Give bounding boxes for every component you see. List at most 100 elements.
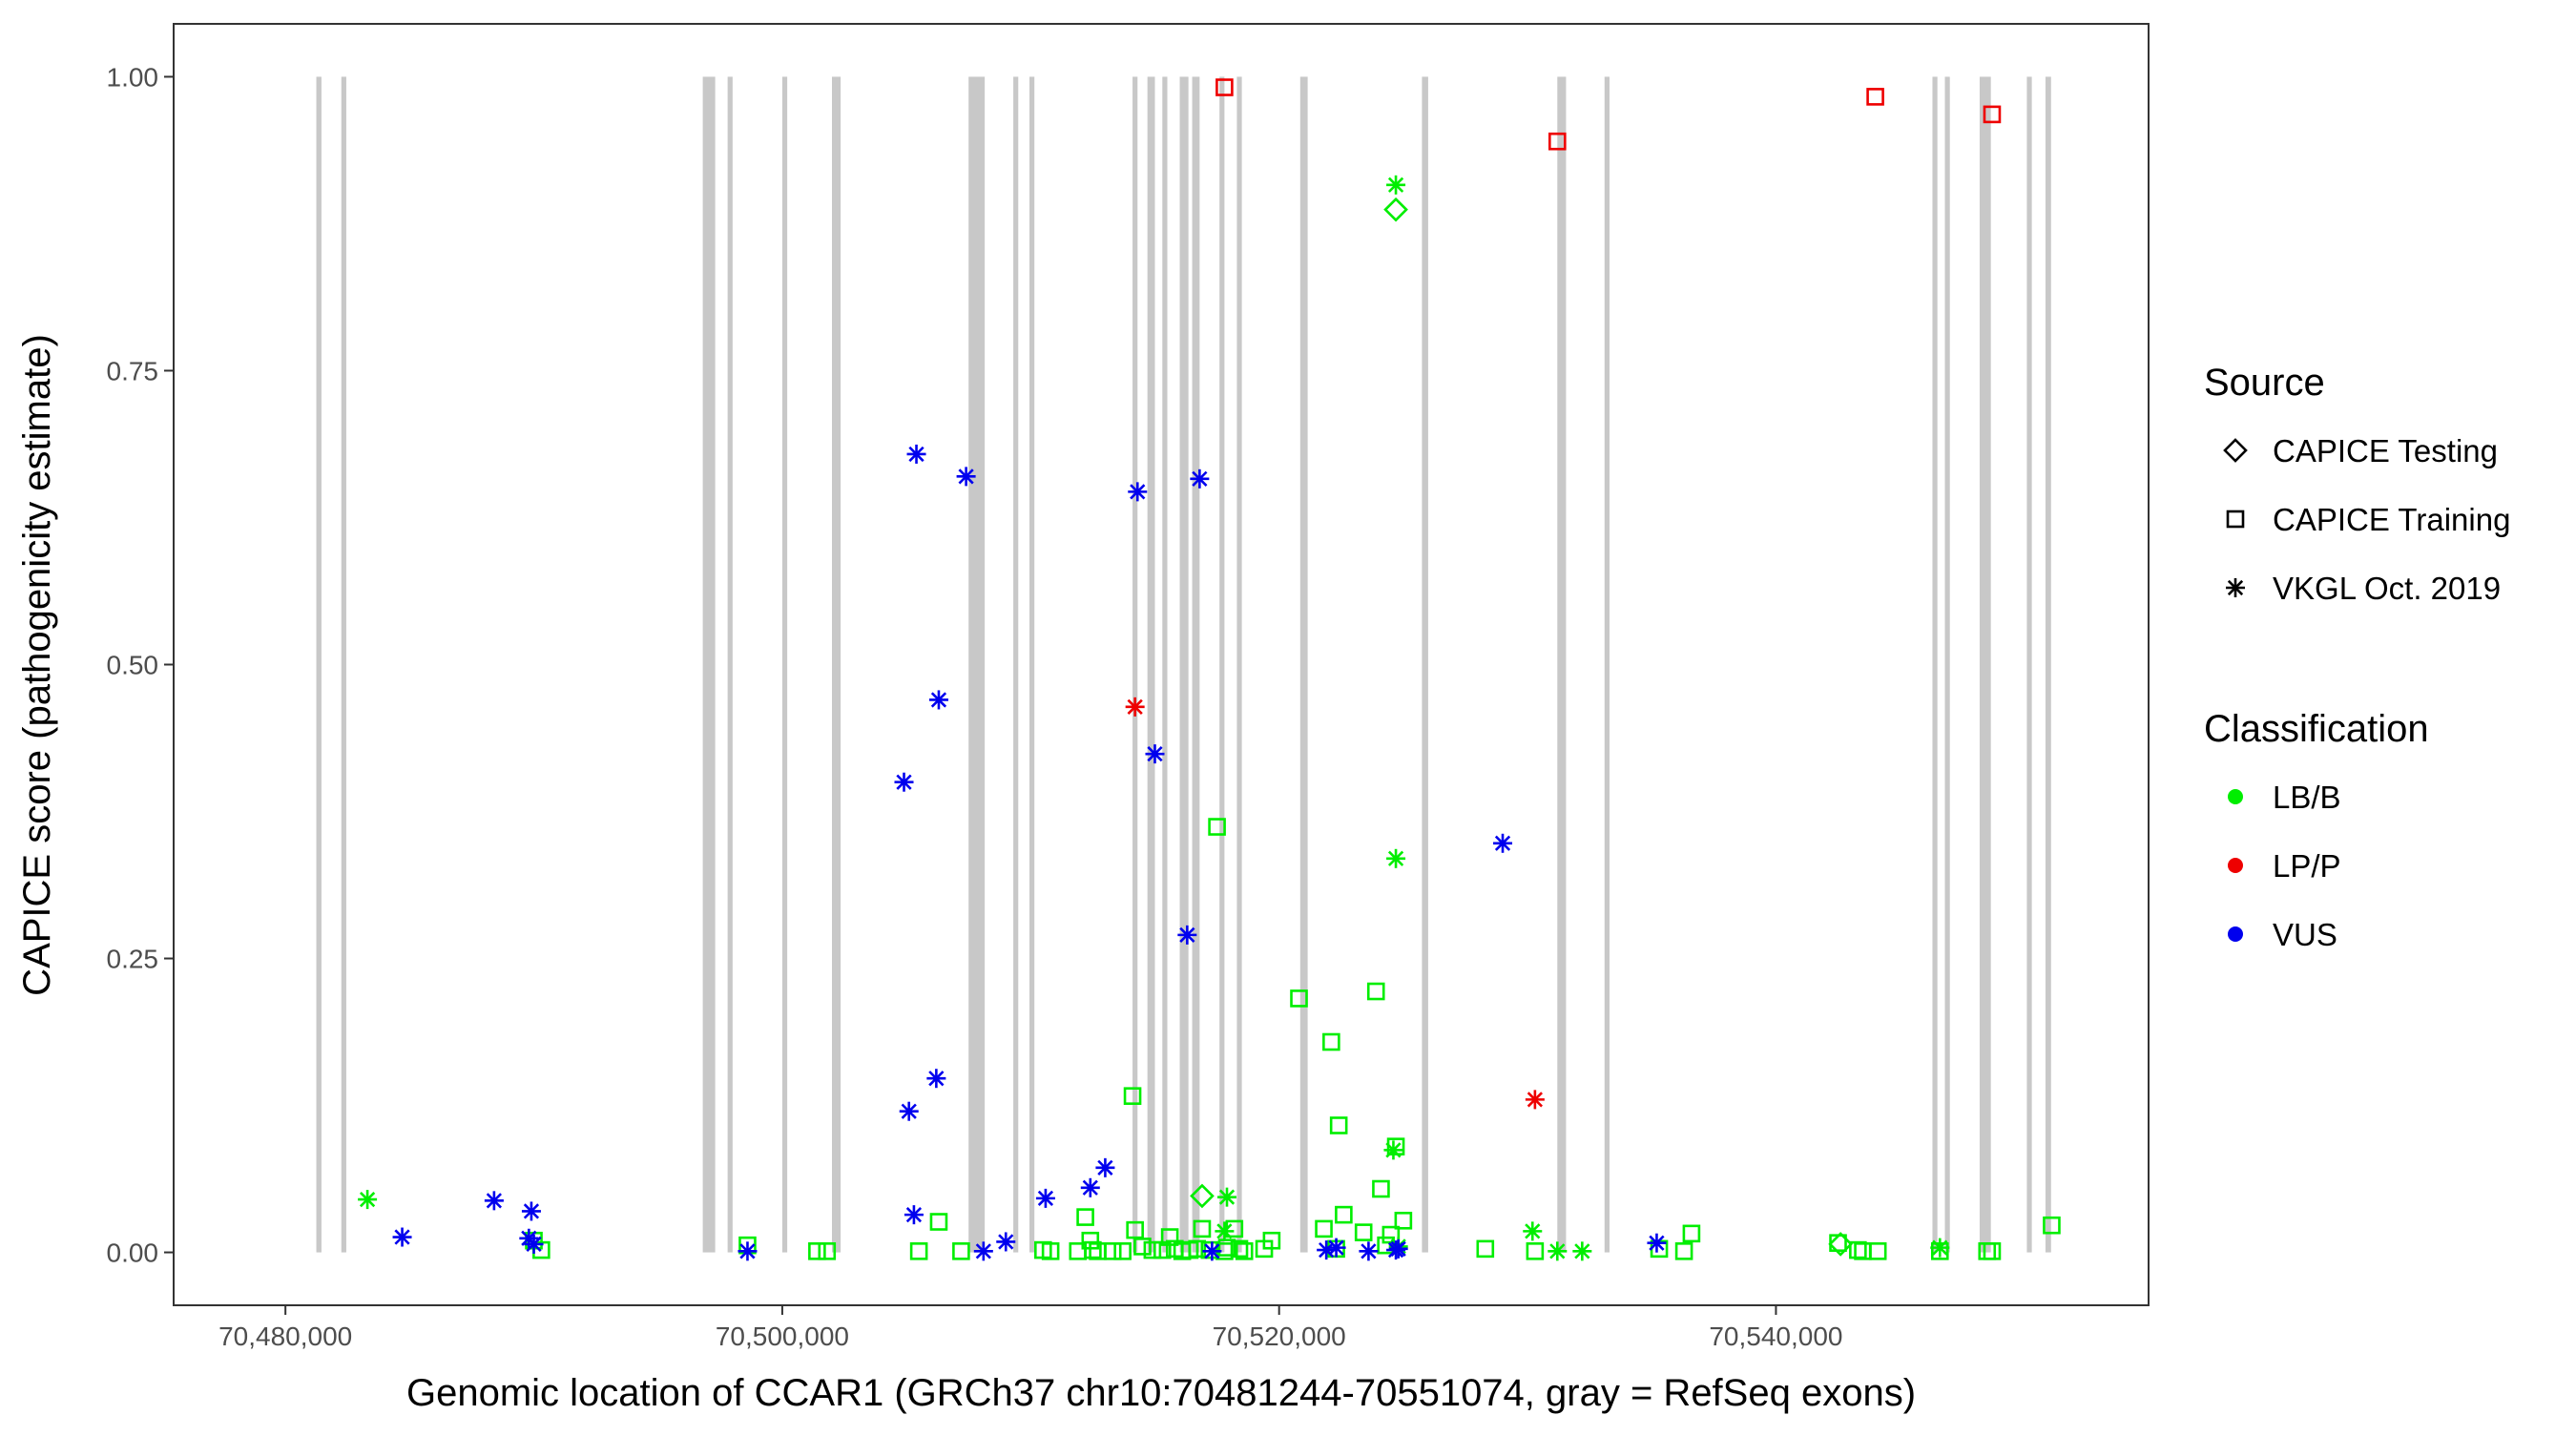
data-point (1103, 1242, 1122, 1260)
legend-key-diamond (2223, 438, 2248, 463)
data-point (1682, 1224, 1701, 1243)
data-point (1394, 1211, 1413, 1230)
data-point (1217, 1187, 1236, 1207)
data-point (1262, 1231, 1281, 1250)
data-point (1230, 1239, 1249, 1259)
data-point (1217, 1238, 1236, 1257)
data-point (1076, 1208, 1094, 1226)
data-point (1525, 1090, 1545, 1110)
data-point (1125, 697, 1145, 717)
data-point (1143, 1240, 1162, 1259)
axes: 0.00 0.25 0.50 0.75 1.00 70,480,000 70,500,000… (107, 62, 1843, 1351)
data-point (1315, 1219, 1333, 1238)
data-point (1526, 1242, 1545, 1260)
data-point (1572, 1241, 1592, 1261)
legend-label: CAPICE Testing (2273, 433, 2498, 468)
exon-band (1299, 76, 1308, 1253)
legend-key-dot (2228, 926, 2243, 942)
exon-band (1236, 76, 1242, 1253)
y-axis-title: CAPICE score (pathogenicity estimate) (16, 334, 58, 996)
data-point (1113, 1242, 1132, 1260)
x-tick-label: 70,480,000 (218, 1322, 352, 1351)
data-point (1523, 1221, 1543, 1241)
data-point (1123, 1087, 1142, 1105)
data-point (1133, 1238, 1152, 1256)
data-point (1372, 1179, 1390, 1198)
data-point (952, 1242, 970, 1260)
data-point (1647, 1233, 1667, 1253)
data-point (1386, 848, 1406, 868)
data-point (1215, 1221, 1235, 1241)
exon-band (1132, 76, 1138, 1253)
data-point (1128, 482, 1148, 502)
exon-band (1422, 76, 1428, 1253)
data-point (1193, 1219, 1212, 1238)
data-point (929, 1213, 948, 1231)
data-point (1983, 105, 2002, 124)
data-point (1354, 1223, 1373, 1241)
data-point (2043, 1216, 2061, 1235)
exon-band (702, 76, 716, 1253)
data-point (1383, 1140, 1403, 1160)
data-point (1326, 1238, 1346, 1258)
data-point (1366, 982, 1385, 1001)
data-point (956, 467, 976, 487)
exon-band (2045, 76, 2051, 1253)
data-point (1095, 1157, 1115, 1177)
data-point (996, 1232, 1016, 1252)
exon-band (1013, 76, 1019, 1253)
data-point (1190, 1183, 1215, 1209)
data-point (1080, 1177, 1100, 1197)
data-point (928, 690, 948, 710)
data-point (1674, 1242, 1693, 1260)
data-point (973, 1241, 993, 1261)
data-point (1290, 989, 1308, 1008)
data-point (1202, 1241, 1222, 1261)
y-tick-label: 1.00 (107, 62, 159, 92)
y-tick-label: 0.00 (107, 1238, 159, 1268)
x-axis-title: Genomic location of CCAR1 (GRCh37 chr10:… (406, 1372, 1916, 1414)
data-point (1983, 1242, 2002, 1260)
data-point (1215, 78, 1234, 96)
y-tick-label: 0.75 (107, 356, 159, 385)
data-point (1190, 468, 1210, 489)
data-point (1930, 1238, 1950, 1258)
data-point (1493, 833, 1513, 853)
data-point (1548, 1241, 1568, 1261)
data-point (1383, 197, 1408, 222)
data-point (904, 1205, 924, 1225)
data-point (524, 1234, 544, 1254)
exon-band (2026, 76, 2032, 1253)
data-point (1145, 744, 1165, 764)
y-tick-label: 0.50 (107, 651, 159, 680)
data-point (1476, 1239, 1495, 1259)
exon-bands (316, 76, 2051, 1253)
data-point (899, 1101, 919, 1121)
exon-band (1979, 76, 1991, 1253)
data-point (1322, 1032, 1340, 1051)
exon-band (1932, 76, 1938, 1253)
data-point (1160, 1228, 1179, 1246)
data-point (906, 444, 926, 464)
legend-key-square (2226, 510, 2245, 529)
legend-title: Classification (2204, 708, 2429, 750)
legend-label: VKGL Oct. 2019 (2273, 571, 2501, 606)
data-point (1359, 1241, 1379, 1261)
exon-band (1029, 76, 1035, 1253)
data-point (894, 772, 914, 792)
data-point (392, 1227, 412, 1247)
data-point (358, 1190, 378, 1210)
exon-band (832, 76, 841, 1253)
data-point (818, 1242, 837, 1260)
data-point (1041, 1242, 1060, 1260)
data-point (1548, 132, 1567, 151)
data-point (521, 1201, 541, 1221)
legend: Source CAPICE Testing CAPICE Training VKGL … (2204, 362, 2510, 952)
data-point (1868, 1242, 1887, 1260)
data-point (1386, 175, 1406, 195)
legend-key-asterisk (2226, 578, 2245, 597)
data-point (1188, 1239, 1207, 1259)
exon-band (1179, 76, 1189, 1253)
